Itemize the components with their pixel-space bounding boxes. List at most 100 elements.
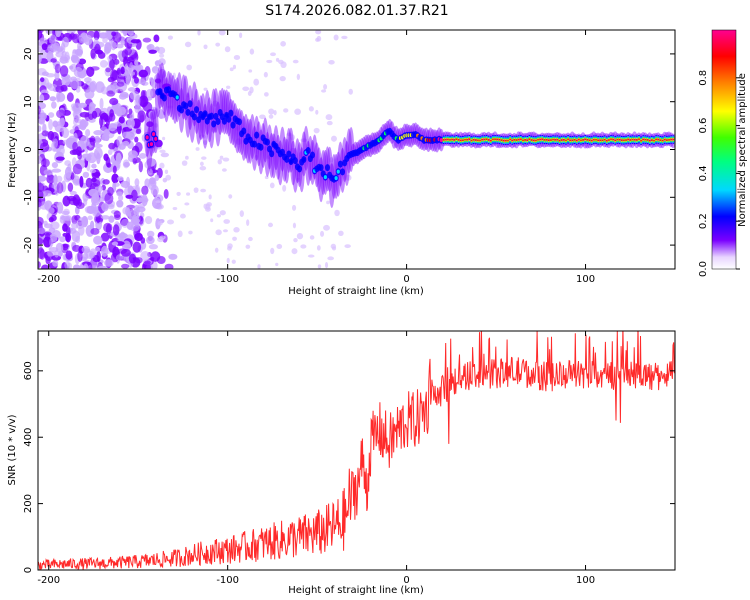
spectrogram-noise-cell <box>164 263 174 269</box>
spectrogram-noise-cell <box>219 155 224 160</box>
spectrogram-band-cell <box>509 138 511 141</box>
spectrogram-xtick-label: -200 <box>37 274 60 285</box>
spectrogram-noise-cell <box>269 182 275 189</box>
spectrogram-noise-cell <box>120 180 131 188</box>
spectrogram-ridge-core <box>149 142 154 147</box>
spectrogram-noise-cell <box>50 221 60 230</box>
spectrogram-noise-cell <box>327 256 334 261</box>
spectrogram-noise-cell <box>148 110 157 120</box>
spectrogram-noise-cell <box>159 149 166 153</box>
spectrogram-noise-cell <box>276 243 283 250</box>
spectrogram-noise-cell <box>68 197 79 206</box>
spectrogram-noise-cell <box>147 168 153 176</box>
spectrogram-ridge-cell <box>230 121 236 129</box>
spectrogram-noise-cell <box>41 130 49 137</box>
spectrogram-noise-cell <box>146 236 155 245</box>
spectrogram-noise-cell <box>138 160 144 173</box>
spectrogram-noise-cell <box>67 182 74 192</box>
spectrogram-noise-cell <box>65 250 73 260</box>
spectrogram-noise-cell <box>138 194 144 199</box>
spectrogram-noise-cell <box>135 128 142 135</box>
spectrogram-ridge-core <box>175 95 179 100</box>
spectrogram-ytick-label: -20 <box>23 237 34 253</box>
spectrogram-band-cell <box>466 138 468 141</box>
spectrogram-band-cell <box>567 138 569 141</box>
spectrogram-band-cell <box>657 138 660 141</box>
spectrogram-noise-cell <box>97 51 106 59</box>
spectrogram-band-cell <box>563 138 565 141</box>
spectrogram-ridge-cell <box>297 165 303 173</box>
spectrogram-band-cell <box>584 138 587 141</box>
spectrogram-noise-cell <box>226 257 230 264</box>
spectrogram-noise-cell <box>94 43 101 55</box>
spectrogram-band-cell <box>498 138 501 141</box>
spectrogram-ytick-label: 0 <box>23 146 34 152</box>
spectrogram-band-cell <box>593 138 595 141</box>
spectrogram-ridge-core <box>302 157 306 162</box>
spectrogram-band-cell <box>590 139 593 142</box>
spectrogram-noise-cell <box>283 108 289 113</box>
spectrogram-noise-cell <box>215 42 221 47</box>
spectrogram-noise-cell <box>138 215 144 225</box>
spectrogram-noise-cell <box>81 215 89 228</box>
spectrogram-noise-cell <box>224 46 231 53</box>
spectrogram-ridge-core <box>158 89 162 94</box>
spectrogram-noise-cell <box>76 146 82 157</box>
spectrogram-noise-cell <box>45 82 53 89</box>
spectrogram-noise-cell <box>131 214 138 225</box>
spectrogram-band-cell <box>605 139 608 142</box>
spectrogram-noise-cell <box>172 206 178 211</box>
spectrogram-noise-cell <box>323 224 330 231</box>
spectrogram-noise-cell <box>344 244 351 249</box>
spectrogram-noise-cell <box>88 113 94 120</box>
spectrogram-noise-cell <box>75 235 81 244</box>
spectrogram-noise-cell <box>279 76 286 82</box>
spectrogram-noise-cell <box>38 30 44 34</box>
spectrogram-noise-cell <box>140 90 146 101</box>
spectrogram-noise-cell <box>43 220 48 226</box>
spectrogram-noise-cell <box>55 175 63 183</box>
colorbar: 0.0 0.2 0.4 0.6 0.8 Normalized spectral ampl… <box>698 29 748 277</box>
spectrogram-noise-cell <box>38 261 41 269</box>
spectrogram-band-cell <box>444 138 447 141</box>
spectrogram-band-cell <box>659 139 662 142</box>
spectrogram-noise-cell <box>188 230 193 235</box>
spectrogram-noise-cell <box>115 43 124 49</box>
spectrogram-noise-cell <box>180 213 186 219</box>
spectrogram-band-cell <box>464 138 466 141</box>
spectrogram-noise-cell <box>90 228 100 235</box>
spectrogram-noise-cell <box>125 207 131 216</box>
spectrogram-noise-cell <box>73 132 78 144</box>
spectrogram-ridge-halo <box>187 85 194 131</box>
spectrogram-noise-cell <box>275 57 280 62</box>
spectrogram-noise-cell <box>313 127 320 134</box>
spectrogram-band-cell <box>670 138 672 141</box>
spectrogram-ridge-cell <box>213 112 219 120</box>
spectrogram-noise-cell <box>315 30 322 35</box>
spectrogram-band-cell <box>648 139 651 142</box>
spectrogram-band-cell <box>625 139 627 141</box>
spectrogram-band-cell <box>599 139 602 142</box>
spectrogram-noise-cell <box>99 60 108 68</box>
spectrogram-noise-cell <box>153 34 160 43</box>
spectrogram-band-cell <box>453 138 456 141</box>
spectrogram-band-cell <box>507 139 509 142</box>
spectrogram-noise-cell <box>146 121 154 128</box>
spectrogram-noise-cell <box>97 265 108 269</box>
spectrogram-noise-cell <box>118 194 124 201</box>
spectrogram-noise-cell <box>49 96 57 102</box>
spectrogram-ridge-cell <box>226 115 232 123</box>
spectrogram-noise-cell <box>154 174 160 181</box>
spectrogram-noise-cell <box>56 47 63 53</box>
spectrogram-noise-cell <box>264 175 269 180</box>
spectrogram-noise-cell <box>54 63 61 74</box>
snr-ytick-label: 600 <box>23 361 34 380</box>
spectrogram-band-cell <box>601 139 604 142</box>
spectrogram-noise-cell <box>111 31 117 37</box>
spectrogram-noise-cell <box>215 229 222 236</box>
spectrogram-noise-cell <box>105 67 111 73</box>
spectrogram-noise-cell <box>51 162 59 169</box>
spectrogram-noise-cell <box>95 217 103 223</box>
spectrogram-band-cell <box>554 138 557 141</box>
spectrogram-noise-cell <box>82 171 90 178</box>
